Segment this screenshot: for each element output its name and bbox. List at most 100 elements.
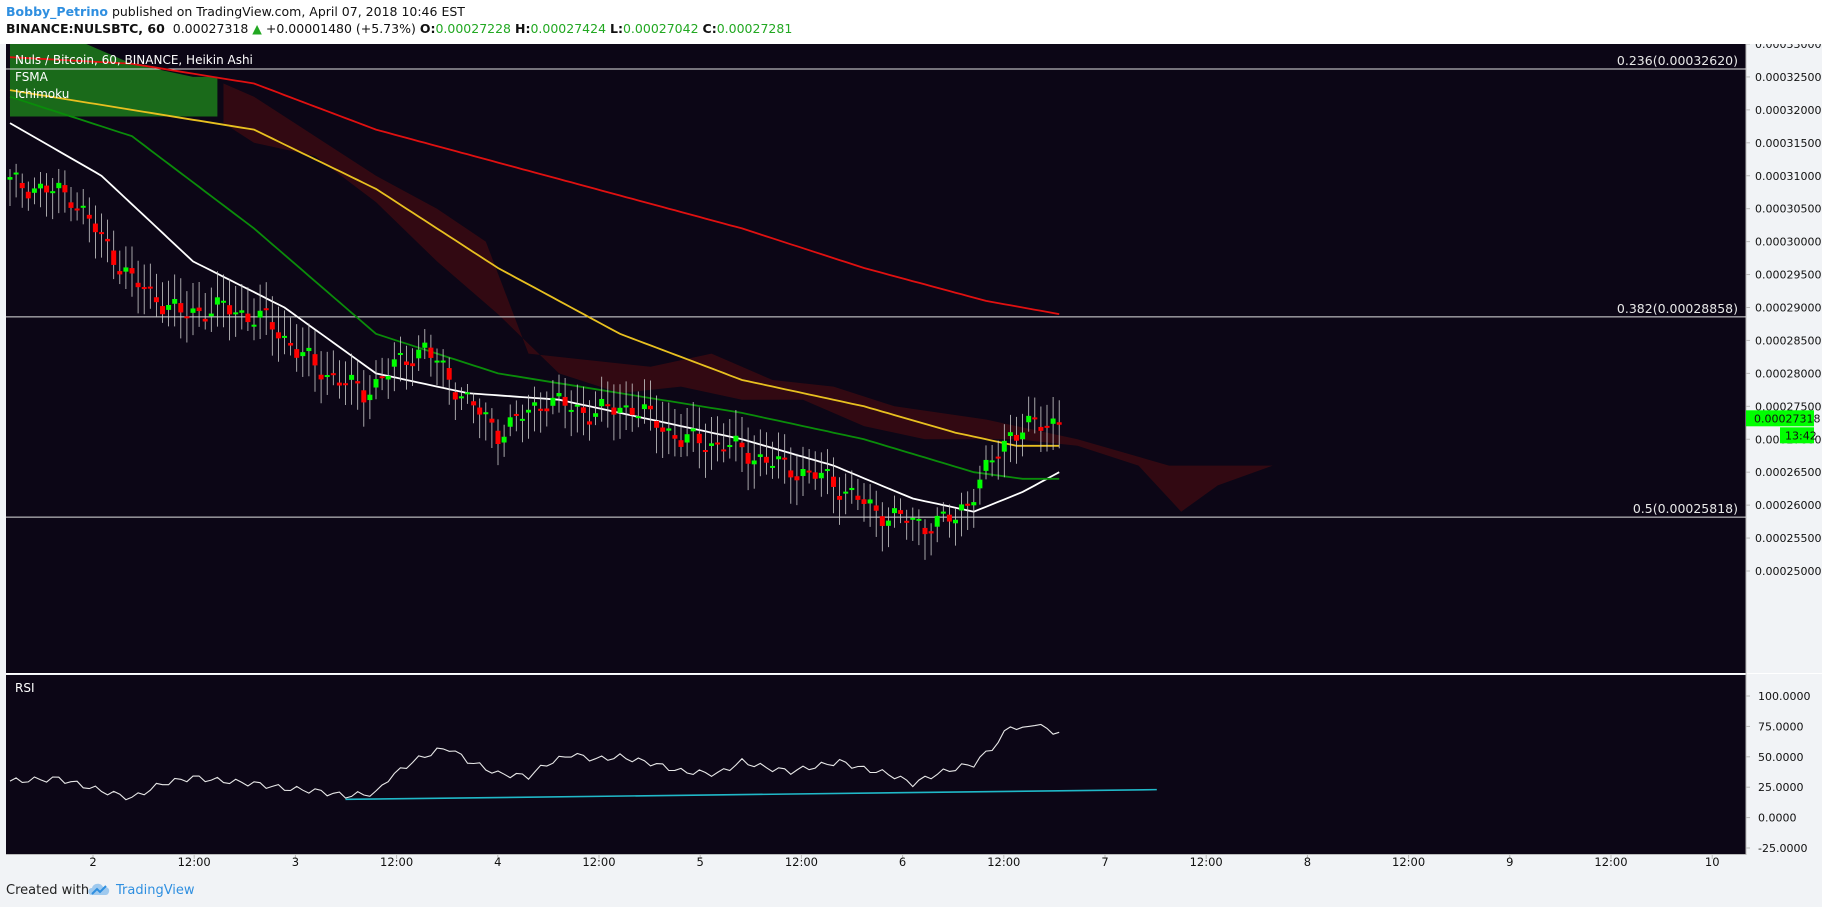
candle-body[interactable] xyxy=(867,499,873,504)
candle-body[interactable] xyxy=(507,417,513,427)
candle-body[interactable] xyxy=(946,514,952,522)
rsi-label[interactable]: RSI xyxy=(15,681,35,695)
candle-body[interactable] xyxy=(373,379,379,388)
candle-body[interactable] xyxy=(452,392,458,400)
candle-body[interactable] xyxy=(1020,432,1026,440)
rsi-trendline[interactable] xyxy=(345,788,1157,801)
candle-body[interactable] xyxy=(141,287,147,290)
candle-body[interactable] xyxy=(831,476,836,487)
fsma-red-line[interactable] xyxy=(9,56,1060,315)
candle-body[interactable] xyxy=(873,505,879,511)
candle-body[interactable] xyxy=(1007,432,1013,437)
candle-body[interactable] xyxy=(733,435,739,442)
candle-body[interactable] xyxy=(282,335,287,338)
candle-body[interactable] xyxy=(727,445,733,448)
candle-body[interactable] xyxy=(1026,415,1032,423)
candle-body[interactable] xyxy=(214,297,220,305)
candle-body[interactable] xyxy=(50,191,56,194)
candle-body[interactable] xyxy=(422,342,428,348)
candle-body[interactable] xyxy=(666,428,672,431)
candle-body[interactable] xyxy=(74,208,80,211)
candle-body[interactable] xyxy=(117,271,123,275)
candle-body[interactable] xyxy=(550,397,556,406)
candle-body[interactable] xyxy=(788,470,794,478)
candle-body[interactable] xyxy=(367,394,373,401)
candle-body[interactable] xyxy=(458,396,464,399)
candle-body[interactable] xyxy=(123,267,129,272)
candle-body[interactable] xyxy=(1032,417,1038,420)
candle-body[interactable] xyxy=(519,418,525,421)
candle-body[interactable] xyxy=(580,407,586,413)
candle-body[interactable] xyxy=(434,360,440,363)
candle-body[interactable] xyxy=(68,202,74,208)
candle-body[interactable] xyxy=(349,374,355,380)
candle-body[interactable] xyxy=(391,359,397,367)
candle-body[interactable] xyxy=(80,205,86,208)
candle-body[interactable] xyxy=(239,310,245,313)
candle-body[interactable] xyxy=(99,232,104,235)
candle-body[interactable] xyxy=(251,324,257,327)
candle-body[interactable] xyxy=(227,305,233,315)
candle-body[interactable] xyxy=(837,495,843,500)
candle-body[interactable] xyxy=(989,460,995,463)
candle-body[interactable] xyxy=(410,363,416,367)
candle-body[interactable] xyxy=(306,347,312,352)
candle-body[interactable] xyxy=(379,376,385,379)
candle-body[interactable] xyxy=(709,443,714,446)
fsma-green-line[interactable] xyxy=(9,95,1060,480)
candle-body[interactable] xyxy=(1050,418,1056,424)
candle-body[interactable] xyxy=(965,503,971,506)
candle-body[interactable] xyxy=(715,442,721,445)
candle-body[interactable] xyxy=(7,177,13,180)
candle-body[interactable] xyxy=(770,465,775,468)
candle-body[interactable] xyxy=(318,374,324,380)
candle-body[interactable] xyxy=(648,405,653,410)
candle-body[interactable] xyxy=(343,383,348,386)
candle-body[interactable] xyxy=(971,502,977,506)
candle-body[interactable] xyxy=(824,469,830,472)
time-axis[interactable]: 2 12:00 3 12:00 4 12:00 5 12:00 6 12:00 7 12:00 8 12:… xyxy=(89,855,1720,869)
candle-body[interactable] xyxy=(361,390,367,403)
candle-body[interactable] xyxy=(397,352,403,356)
candle-body[interactable] xyxy=(1001,440,1007,452)
candle-body[interactable] xyxy=(44,185,50,193)
candle-body[interactable] xyxy=(995,456,1001,459)
candle-body[interactable] xyxy=(587,421,592,425)
candle-body[interactable] xyxy=(800,469,806,477)
candle-body[interactable] xyxy=(1044,425,1050,428)
candle-body[interactable] xyxy=(611,407,617,415)
candle-body[interactable] xyxy=(776,456,782,460)
price-axis[interactable]: 0.00033000 0.00032500 0.00032000 0.00031500… xyxy=(1746,44,1821,578)
candle-body[interactable] xyxy=(202,318,208,322)
candles[interactable] xyxy=(7,163,1062,560)
candle-body[interactable] xyxy=(885,520,891,526)
candle-body[interactable] xyxy=(19,182,25,189)
candle-body[interactable] xyxy=(641,404,647,410)
candle-body[interactable] xyxy=(495,430,501,445)
candle-body[interactable] xyxy=(245,313,251,323)
candle-body[interactable] xyxy=(269,322,275,330)
candle-body[interactable] xyxy=(160,306,165,315)
candle-body[interactable] xyxy=(556,393,562,397)
candle-body[interactable] xyxy=(513,413,519,416)
candle-body[interactable] xyxy=(635,416,641,419)
candle-body[interactable] xyxy=(263,308,269,311)
candle-body[interactable] xyxy=(959,504,965,511)
candle-body[interactable] xyxy=(166,304,172,310)
candle-body[interactable] xyxy=(129,268,135,274)
candle-body[interactable] xyxy=(92,223,98,233)
candle-body[interactable] xyxy=(544,408,550,412)
candle-body[interactable] xyxy=(221,300,226,303)
candle-body[interactable] xyxy=(953,519,958,524)
candle-body[interactable] xyxy=(916,518,922,521)
candle-body[interactable] xyxy=(184,316,190,319)
candle-body[interactable] xyxy=(501,436,507,443)
candle-body[interactable] xyxy=(660,427,666,432)
candle-body[interactable] xyxy=(934,515,940,527)
candle-body[interactable] xyxy=(696,433,702,444)
candle-body[interactable] xyxy=(843,491,849,494)
candle-body[interactable] xyxy=(190,308,196,313)
candle-body[interactable] xyxy=(745,452,751,464)
candle-body[interactable] xyxy=(416,349,422,359)
author-link[interactable]: Bobby_Petrino xyxy=(6,4,108,19)
